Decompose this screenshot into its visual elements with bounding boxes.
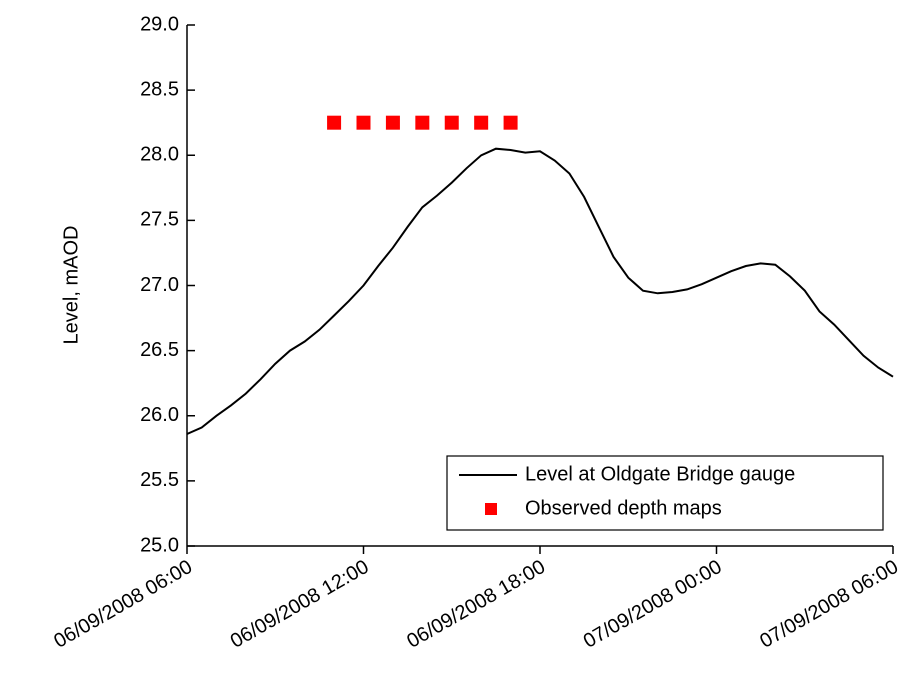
marker: [356, 115, 371, 130]
legend-label: Level at Oldgate Bridge gauge: [525, 463, 795, 485]
marker: [415, 115, 430, 130]
x-tick-label: 06/09/2008 12:00: [227, 556, 373, 653]
y-tick-label: 26.0: [140, 404, 179, 426]
y-tick-label: 28.5: [140, 78, 179, 100]
x-tick-label: 07/09/2008 06:00: [756, 556, 898, 653]
y-tick-label: 27.0: [140, 274, 179, 296]
x-tick-label: 06/09/2008 18:00: [403, 556, 549, 653]
x-tick-label: 06/09/2008 06:00: [50, 556, 196, 653]
y-tick-label: 29.0: [140, 13, 179, 35]
marker: [327, 115, 342, 130]
legend-box: [446, 455, 884, 531]
x-tick-label: 07/09/2008 00:00: [580, 556, 726, 653]
y-tick-label: 25.5: [140, 469, 179, 491]
y-axis-label: Level, mAOD: [60, 226, 82, 345]
y-tick-label: 26.5: [140, 339, 179, 361]
legend-label: Observed depth maps: [525, 497, 722, 519]
marker: [503, 115, 518, 130]
line: [186, 147, 894, 435]
y-tick-label: 25.0: [140, 534, 179, 556]
marker: [385, 115, 400, 130]
y-tick-label: 27.5: [140, 209, 179, 231]
y-tick-label: 28.0: [140, 144, 179, 166]
marker: [444, 115, 459, 130]
legend-swatch: [485, 503, 497, 515]
marker: [474, 115, 489, 130]
